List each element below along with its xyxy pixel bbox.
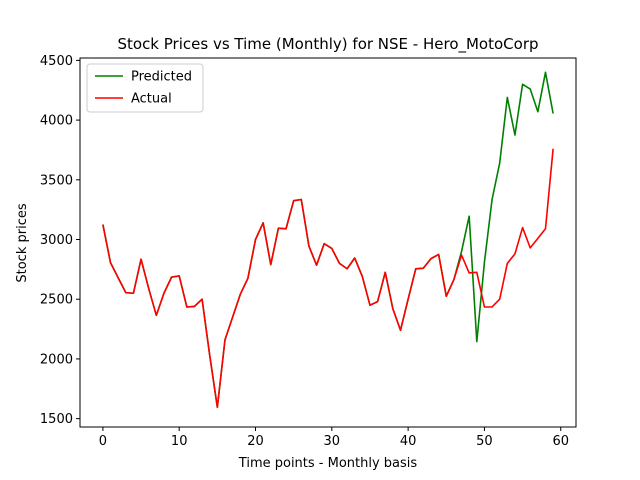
legend-label-predicted: Predicted [131,70,192,85]
x-axis-label: Time points - Monthly basis [238,456,418,471]
x-tick-label: 60 [552,434,569,449]
legend: Predicted Actual [86,63,204,113]
y-tick-label: 4000 [40,114,73,129]
series-line-actual [102,148,554,409]
x-tick-label: 50 [476,434,493,449]
x-tick-label: 10 [171,434,188,449]
series-layer [102,71,554,409]
y-tick-label: 3500 [40,173,73,188]
legend-label-actual: Actual [131,92,172,107]
plot-area: 0 10 20 30 40 50 60 1500 2000 2500 3000 3500 4000 45… [40,54,577,449]
y-axis: 1500 2000 2500 3000 3500 4000 4500 [40,54,80,427]
y-tick-label: 3000 [40,233,73,248]
x-tick-label: 30 [324,434,341,449]
y-tick-label: 2500 [40,293,73,308]
y-axis-label: Stock prices [15,203,30,282]
y-tick-label: 1500 [40,412,73,427]
plot-frame [79,57,577,428]
x-tick-label: 0 [99,434,107,449]
chart-title: Stock Prices vs Time (Monthly) for NSE -… [117,35,538,54]
y-tick-label: 2000 [40,352,73,367]
y-tick-label: 4500 [40,54,73,69]
x-tick-label: 20 [247,434,264,449]
x-axis: 0 10 20 30 40 50 60 [99,427,569,449]
x-tick-label: 40 [400,434,417,449]
